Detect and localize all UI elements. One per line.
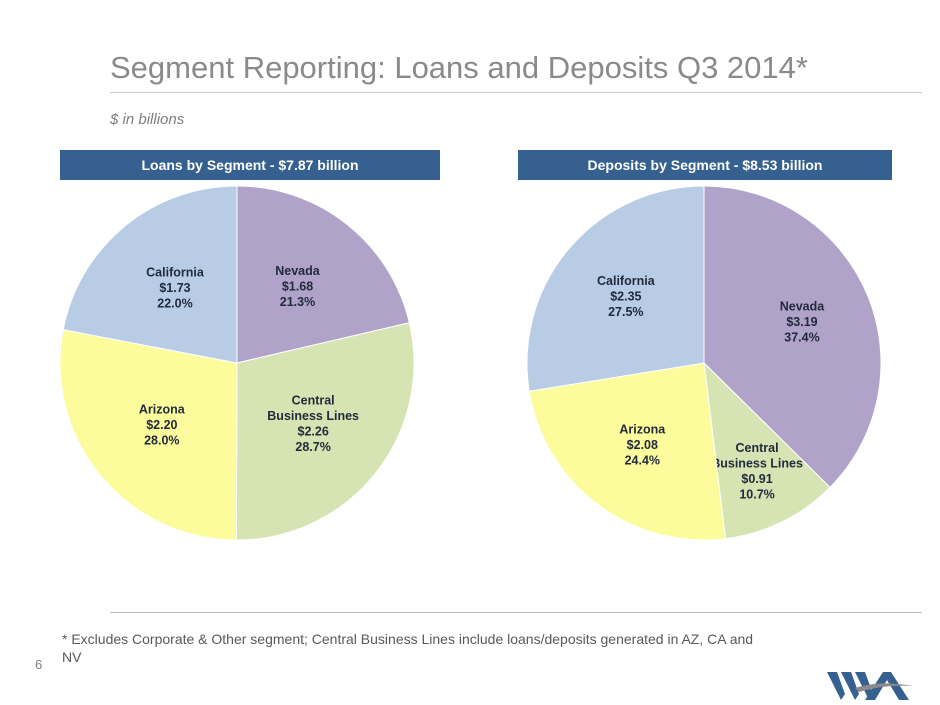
loans-chart-header: Loans by Segment - $7.87 billion	[60, 150, 440, 180]
deposits-label-central-business-lines: Central Business Lines $0.91 10.7%	[711, 441, 803, 502]
loans-label-california: California $1.73 22.0%	[146, 265, 205, 310]
loans-label-arizona: Arizona $2.20 28.0%	[139, 402, 186, 447]
deposits-label-nevada: Nevada $3.19 37.4%	[780, 300, 826, 345]
deposits-chart-header: Deposits by Segment - $8.53 billion	[518, 150, 892, 180]
title-divider	[110, 92, 922, 93]
deposits-slice-central-business-lines	[703, 361, 831, 540]
loans-label-central-business-lines: Central Business Lines $2.26 28.7%	[267, 393, 359, 454]
loans-slice-nevada	[236, 185, 410, 364]
loans-label-nevada: Nevada $1.68 21.3%	[275, 264, 321, 309]
page-number: 6	[35, 657, 43, 672]
slide-title: Segment Reporting: Loans and Deposits Q3…	[110, 50, 808, 85]
footnote: * Excludes Corporate & Other segment; Ce…	[62, 631, 754, 665]
company-logo-icon	[827, 672, 913, 700]
footer-divider	[110, 612, 922, 613]
deposits-slice-arizona	[528, 362, 727, 541]
deposits-label-california: California $2.35 27.5%	[597, 274, 656, 319]
deposits-pie-chart: Nevada $3.19 37.4% Central Business Lines $0.…	[526, 185, 882, 541]
deposits-slice-california	[526, 185, 705, 392]
units-subtitle: $ in billions	[110, 111, 185, 128]
deposits-slice-nevada	[703, 185, 882, 489]
loans-slice-california	[62, 185, 238, 364]
deposits-label-arizona: Arizona $2.08 24.4%	[619, 423, 666, 468]
loans-slice-arizona	[59, 329, 238, 541]
loans-slice-central-business-lines	[235, 322, 415, 541]
loans-pie-chart: Nevada $1.68 21.3% Central Business Lines $2.…	[59, 185, 415, 541]
